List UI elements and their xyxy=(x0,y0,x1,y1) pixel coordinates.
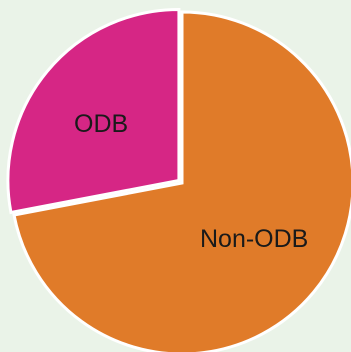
slice-label-odb: ODB xyxy=(74,110,128,138)
pie-slice-non-odb xyxy=(12,10,351,352)
slice-label-non-odb: Non-ODB xyxy=(200,225,308,253)
pie-labels: Non-ODB ODB xyxy=(74,110,308,253)
pie-slices xyxy=(6,7,351,352)
pie-slice-odb xyxy=(6,7,181,215)
